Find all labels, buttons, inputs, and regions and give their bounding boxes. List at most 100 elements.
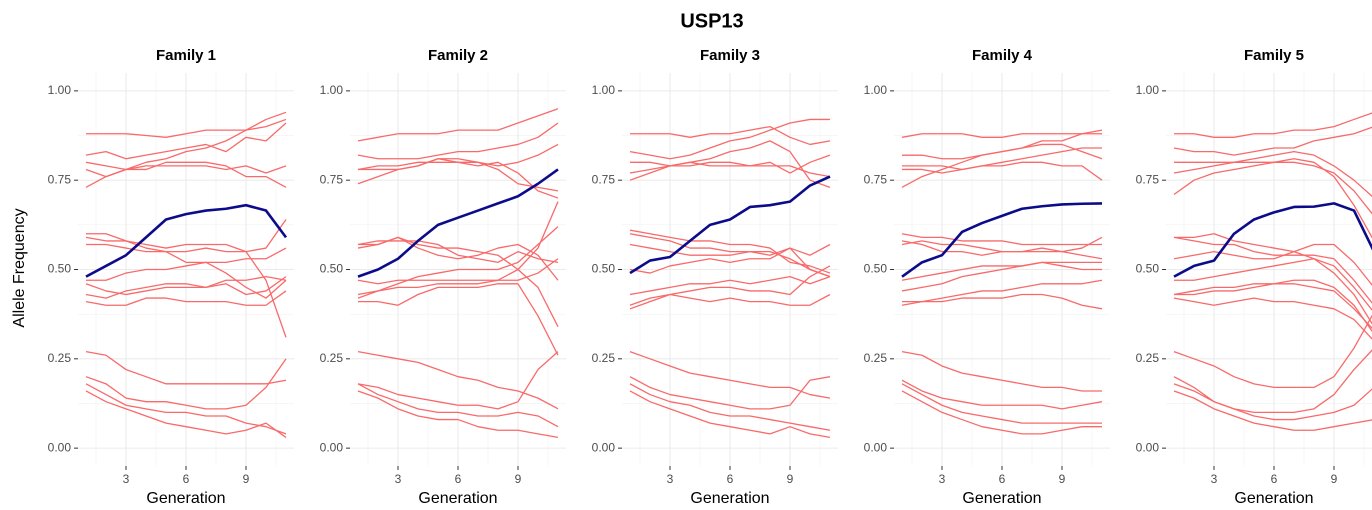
line <box>1173 243 1372 286</box>
line <box>629 233 831 278</box>
line <box>85 290 287 306</box>
line <box>629 140 831 188</box>
line <box>901 129 1103 138</box>
facet: Family 4 0.00 0.25 0.50 0.75 1.00 3 6 9 Generatio… <box>864 47 1110 507</box>
line <box>1174 150 1372 198</box>
line <box>357 201 559 299</box>
line <box>901 143 1103 188</box>
x-tick-label: 3 <box>667 472 674 486</box>
line <box>86 111 287 138</box>
y-tick-label: 0.50 <box>48 262 72 276</box>
line <box>85 383 287 435</box>
line <box>902 161 1103 181</box>
y-tick-label: 0.00 <box>864 440 888 454</box>
line <box>630 125 831 146</box>
x-tick-label: 6 <box>183 472 190 486</box>
facet: Family 1 0.00 0.25 0.50 0.75 1.00 3 6 9 Generatio… <box>48 47 294 507</box>
x-tick-label: 6 <box>727 472 734 486</box>
line <box>629 390 831 439</box>
line <box>629 265 831 310</box>
y-tick-label: 1.00 <box>1136 83 1160 97</box>
line <box>629 276 831 296</box>
x-tick-label: 9 <box>243 472 250 486</box>
facet-title: Family 2 <box>428 47 488 64</box>
y-tick-label: 0.75 <box>320 172 344 186</box>
highlight-line <box>85 203 288 278</box>
line <box>85 390 287 438</box>
y-tick-label: 0.25 <box>1136 351 1160 365</box>
line <box>85 276 287 296</box>
y-tick-label: 0.50 <box>592 262 616 276</box>
line <box>901 261 1102 292</box>
line <box>357 351 559 410</box>
y-axis-label: Allele Frequency <box>11 208 28 327</box>
line <box>85 358 287 410</box>
line <box>901 390 1102 435</box>
line <box>358 158 559 192</box>
line <box>901 236 1103 256</box>
y-tick-label: 0.50 <box>1136 262 1160 276</box>
facet-title: Family 3 <box>700 47 760 64</box>
x-tick-label: 3 <box>939 472 946 486</box>
line <box>629 293 831 306</box>
y-tick-label: 1.00 <box>864 83 888 97</box>
x-tick-label: 9 <box>787 472 794 486</box>
chart-title: USP13 <box>680 10 743 32</box>
line <box>629 376 831 410</box>
line <box>1174 233 1372 325</box>
highlight-line <box>357 168 559 278</box>
y-tick-label: 1.00 <box>592 83 616 97</box>
line <box>1174 283 1372 330</box>
line <box>901 351 1102 392</box>
y-tick-label: 0.75 <box>1136 172 1160 186</box>
facet-title: Family 4 <box>972 47 1033 64</box>
line <box>86 243 287 299</box>
y-tick-label: 0.25 <box>592 351 616 365</box>
y-tick-label: 0.75 <box>48 172 72 186</box>
line <box>357 236 559 281</box>
x-tick-label: 6 <box>455 472 462 486</box>
line <box>1174 112 1372 138</box>
line <box>357 226 559 296</box>
line <box>1173 314 1372 389</box>
y-tick-label: 0.25 <box>320 351 344 365</box>
line <box>357 240 559 263</box>
y-tick-label: 1.00 <box>320 83 344 97</box>
line <box>85 161 287 188</box>
y-tick-label: 0.25 <box>864 351 888 365</box>
line <box>1173 383 1372 421</box>
line <box>357 108 559 142</box>
y-tick-label: 0.50 <box>864 262 888 276</box>
y-tick-label: 0.00 <box>592 440 616 454</box>
line <box>629 161 831 178</box>
x-tick-label: 3 <box>1211 472 1218 486</box>
y-tick-label: 0.00 <box>48 440 72 454</box>
line <box>901 279 1103 306</box>
line <box>902 293 1103 310</box>
line <box>85 351 287 385</box>
line <box>629 229 831 274</box>
line <box>629 247 831 278</box>
y-tick-label: 0.00 <box>1136 440 1160 454</box>
line <box>901 383 1102 424</box>
line <box>358 283 559 356</box>
line <box>629 351 831 399</box>
y-tick-label: 0.00 <box>320 440 344 454</box>
line <box>357 351 559 410</box>
line <box>901 233 1102 246</box>
facet: Family 3 0.00 0.25 0.50 0.75 1.00 3 6 9 Generatio… <box>592 47 838 507</box>
line <box>85 219 287 253</box>
line <box>86 233 287 338</box>
facet: Family 2 0.00 0.25 0.50 0.75 1.00 3 6 9 Generatio… <box>320 47 566 507</box>
x-tick-label: 6 <box>1271 472 1278 486</box>
x-axis-label: Generation <box>418 490 497 507</box>
x-tick-label: 6 <box>999 472 1006 486</box>
line <box>357 383 559 428</box>
x-axis-label: Generation <box>146 490 225 507</box>
line <box>1173 279 1372 333</box>
line <box>1173 126 1372 156</box>
line <box>901 261 1102 281</box>
x-tick-label: 3 <box>395 472 402 486</box>
line <box>1173 236 1372 304</box>
